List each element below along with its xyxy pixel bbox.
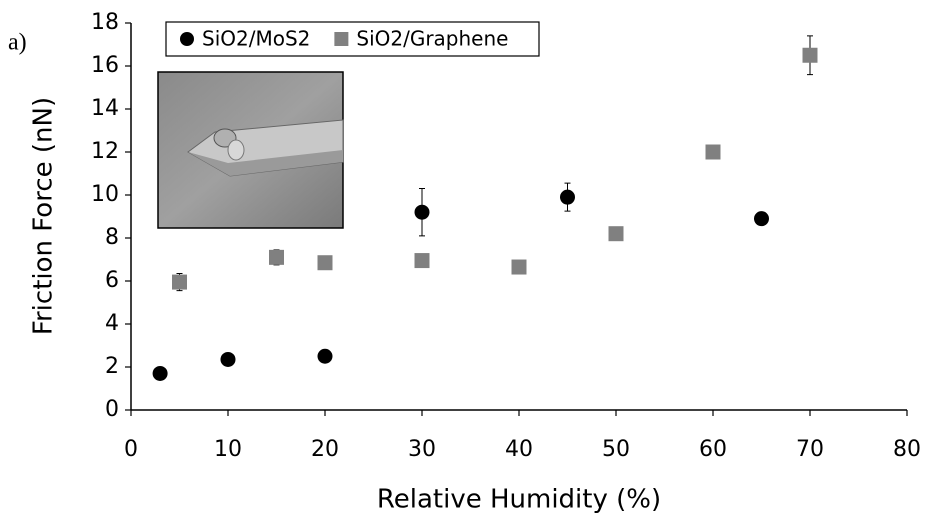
x-tick-label: 60 <box>699 437 727 462</box>
legend-label: SiO2/Graphene <box>356 27 508 51</box>
data-point <box>414 253 430 269</box>
data-point <box>802 47 818 63</box>
y-tick-label: 18 <box>91 10 119 35</box>
legend-box <box>165 21 540 57</box>
data-point <box>152 365 168 381</box>
y-tick-label: 4 <box>105 311 119 336</box>
x-tick-label: 50 <box>602 437 630 462</box>
panel-label: a) <box>8 30 27 56</box>
x-tick-label: 80 <box>893 437 921 462</box>
data-point <box>220 351 236 367</box>
y-tick-label: 8 <box>105 225 119 250</box>
data-point <box>172 274 187 290</box>
y-tick-label: 0 <box>105 397 119 422</box>
data-point <box>754 211 769 227</box>
data-point <box>560 189 575 205</box>
y-tick-label: 12 <box>91 139 119 164</box>
legend-marker <box>334 32 349 46</box>
legend-marker <box>180 32 194 46</box>
y-tick-label: 6 <box>105 268 119 293</box>
data-point <box>317 348 333 364</box>
y-tick-label: 16 <box>91 53 119 78</box>
x-tick-label: 30 <box>408 437 436 462</box>
y-tick-label: 10 <box>91 182 119 207</box>
x-tick-label: 10 <box>214 437 242 462</box>
data-point <box>511 259 527 275</box>
y-tick-label: 2 <box>105 354 119 379</box>
x-tick-label: 40 <box>505 437 533 462</box>
legend-label: SiO2/MoS2 <box>202 27 310 51</box>
x-axis-title: Relative Humidity (%) <box>377 485 661 515</box>
x-tick-label: 20 <box>311 437 339 462</box>
x-tick-label: 0 <box>124 437 138 462</box>
inset-image <box>157 71 344 229</box>
data-point <box>414 204 430 220</box>
data-point <box>269 249 284 265</box>
x-tick-label: 70 <box>796 437 824 462</box>
data-point <box>317 255 333 271</box>
data-point <box>705 144 721 160</box>
data-point <box>608 226 624 242</box>
y-tick-label: 14 <box>91 96 119 121</box>
y-axis-title: Friction Force (nN) <box>29 97 59 335</box>
